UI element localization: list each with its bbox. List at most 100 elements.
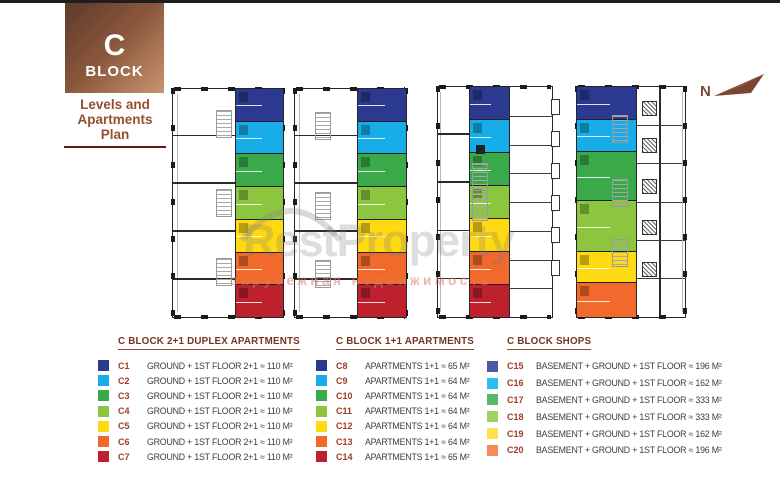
apartment-code: C2 xyxy=(118,375,130,386)
legend-row: C14 APARTMENTS 1+1 ≈ 65 M² xyxy=(316,449,474,464)
stairwell-icon xyxy=(642,137,658,153)
apartment-code: C16 xyxy=(507,378,524,389)
color-swatch xyxy=(98,436,109,448)
color-swatch xyxy=(316,375,327,387)
apartment-desc: GROUND + 1ST FLOOR 2+1 ≈ 110 M² xyxy=(147,436,293,447)
apartment-code: C12 xyxy=(336,421,353,432)
legend-row: C17 BASEMENT + GROUND + 1ST FLOOR ≈ 333 M… xyxy=(487,392,722,409)
white-rooms-area xyxy=(637,87,685,317)
page-title-line1: Levels and xyxy=(80,97,150,112)
apartment-desc: GROUND + 1ST FLOOR 2+1 ≈ 110 M² xyxy=(147,451,293,462)
legend-title: C BLOCK SHOPS xyxy=(507,336,592,350)
legend-row: C6 GROUND + 1ST FLOOR 2+1 ≈ 110 M² xyxy=(98,434,300,449)
floor-plan-apartments xyxy=(436,85,560,319)
apartment-desc: APARTMENTS 1+1 ≈ 65 M² xyxy=(365,360,470,371)
apartment-desc: APARTMENTS 1+1 ≈ 64 M² xyxy=(365,375,470,386)
apartment-desc: BASEMENT + GROUND + 1ST FLOOR ≈ 333 M² xyxy=(536,394,722,405)
apartment-desc: APARTMENTS 1+1 ≈ 64 M² xyxy=(365,421,470,432)
page-title-line2: Apartments xyxy=(77,112,153,128)
balcony-bay xyxy=(551,259,560,276)
page-title-line3: Plan xyxy=(100,127,130,143)
color-swatch xyxy=(487,411,498,423)
stairs-icon xyxy=(314,111,331,140)
legend-row: C18 BASEMENT + GROUND + 1ST FLOOR ≈ 333 M… xyxy=(487,408,722,425)
apartment-zone xyxy=(235,121,283,155)
stairs-icon xyxy=(215,109,232,138)
apartment-zone xyxy=(358,187,406,220)
apartment-zone xyxy=(469,120,509,153)
balcony-bay xyxy=(551,227,560,244)
colored-units-column xyxy=(358,89,406,318)
block-badge: C BLOCK xyxy=(65,3,164,93)
stairs-icon xyxy=(215,257,232,286)
color-swatch xyxy=(316,390,327,402)
apartment-desc: APARTMENTS 1+1 ≈ 65 M² xyxy=(365,451,470,462)
color-swatch xyxy=(487,394,498,406)
apartment-code: C4 xyxy=(118,406,130,417)
apartment-desc: GROUND + 1ST FLOOR 2+1 ≈ 110 M² xyxy=(147,406,293,417)
block-word: BLOCK xyxy=(85,62,144,80)
apartment-code: C8 xyxy=(336,360,348,371)
legend-row: C12 APARTMENTS 1+1 ≈ 64 M² xyxy=(316,419,474,434)
apartment-desc: BASEMENT + GROUND + 1ST FLOOR ≈ 333 M² xyxy=(536,411,722,422)
legend-row: C16 BASEMENT + GROUND + 1ST FLOOR ≈ 162 M… xyxy=(487,375,722,392)
color-swatch xyxy=(487,428,498,440)
apartment-desc: GROUND + 1ST FLOOR 2+1 ≈ 110 M² xyxy=(147,390,293,401)
legend-duplex-apartments: C BLOCK 2+1 DUPLEX APARTMENTS C1 GROUND +… xyxy=(98,331,300,464)
legend-row: C19 BASEMENT + GROUND + 1ST FLOOR ≈ 162 M… xyxy=(487,425,722,442)
apartment-code: C10 xyxy=(336,390,353,401)
apartment-zone xyxy=(577,120,637,152)
color-swatch xyxy=(98,375,109,387)
color-swatch xyxy=(316,436,327,448)
apartment-desc: GROUND + 1ST FLOOR 2+1 ≈ 110 M² xyxy=(147,421,293,432)
white-rooms-area-right xyxy=(508,87,560,317)
apartment-zone xyxy=(358,154,406,188)
apartment-zone xyxy=(235,252,283,286)
legend-shops: C BLOCK SHOPS C15 BASEMENT + GROUND + 1ST… xyxy=(487,331,722,459)
legend-row: C15 BASEMENT + GROUND + 1ST FLOOR ≈ 196 M… xyxy=(487,358,722,375)
apartment-code: C6 xyxy=(118,436,130,447)
legend-row: C1 GROUND + 1ST FLOOR 2+1 ≈ 110 M² xyxy=(98,358,300,373)
stairwell-icon xyxy=(642,179,658,194)
floor-plan-duplex-ground xyxy=(171,87,285,319)
stairs-icon xyxy=(611,238,628,267)
apartment-desc: GROUND + 1ST FLOOR 2+1 ≈ 110 M² xyxy=(147,375,293,386)
apartment-code: C18 xyxy=(507,411,524,422)
apartment-code: C20 xyxy=(507,445,524,456)
apartment-code: C17 xyxy=(507,394,524,405)
colored-units-column xyxy=(235,89,283,318)
top-rule xyxy=(0,0,780,3)
apartment-zone xyxy=(469,219,509,252)
apartment-desc: BASEMENT + GROUND + 1ST FLOOR ≈ 196 M² xyxy=(536,361,722,372)
legend-row: C11 APARTMENTS 1+1 ≈ 64 M² xyxy=(316,404,474,419)
stairs-icon xyxy=(611,179,628,207)
color-swatch xyxy=(487,377,498,389)
white-rooms-area-left xyxy=(438,87,470,317)
apartment-code: C13 xyxy=(336,436,353,447)
legend-row: C9 APARTMENTS 1+1 ≈ 64 M² xyxy=(316,373,474,388)
color-swatch xyxy=(98,420,109,432)
north-label: N xyxy=(700,83,711,100)
apartment-code: C9 xyxy=(336,375,348,386)
floor-plan-shops xyxy=(575,85,687,319)
north-arrow-icon xyxy=(714,74,764,96)
apartment-zone xyxy=(235,219,283,253)
apartment-zone xyxy=(469,285,509,317)
apartment-zone xyxy=(577,283,637,317)
apartment-zone xyxy=(358,89,406,122)
balcony-bay xyxy=(551,98,560,115)
stairs-icon xyxy=(314,191,331,220)
apartment-zone xyxy=(235,154,283,188)
balcony-bay xyxy=(551,130,560,147)
legend-1plus1-apartments: C BLOCK 1+1 APARTMENTS C8 APARTMENTS 1+1 … xyxy=(316,331,475,464)
color-swatch xyxy=(487,444,498,456)
apartment-desc: GROUND + 1ST FLOOR 2+1 ≈ 110 M² xyxy=(147,360,293,371)
color-swatch xyxy=(98,451,109,463)
legend-title: C BLOCK 2+1 DUPLEX APARTMENTS xyxy=(118,336,300,350)
apartment-zone xyxy=(235,187,283,220)
stairs-icon xyxy=(472,192,489,221)
stairs-icon xyxy=(611,114,628,143)
apartment-code: C5 xyxy=(118,421,130,432)
apartment-zone xyxy=(235,89,283,122)
apartment-zone xyxy=(358,121,406,155)
